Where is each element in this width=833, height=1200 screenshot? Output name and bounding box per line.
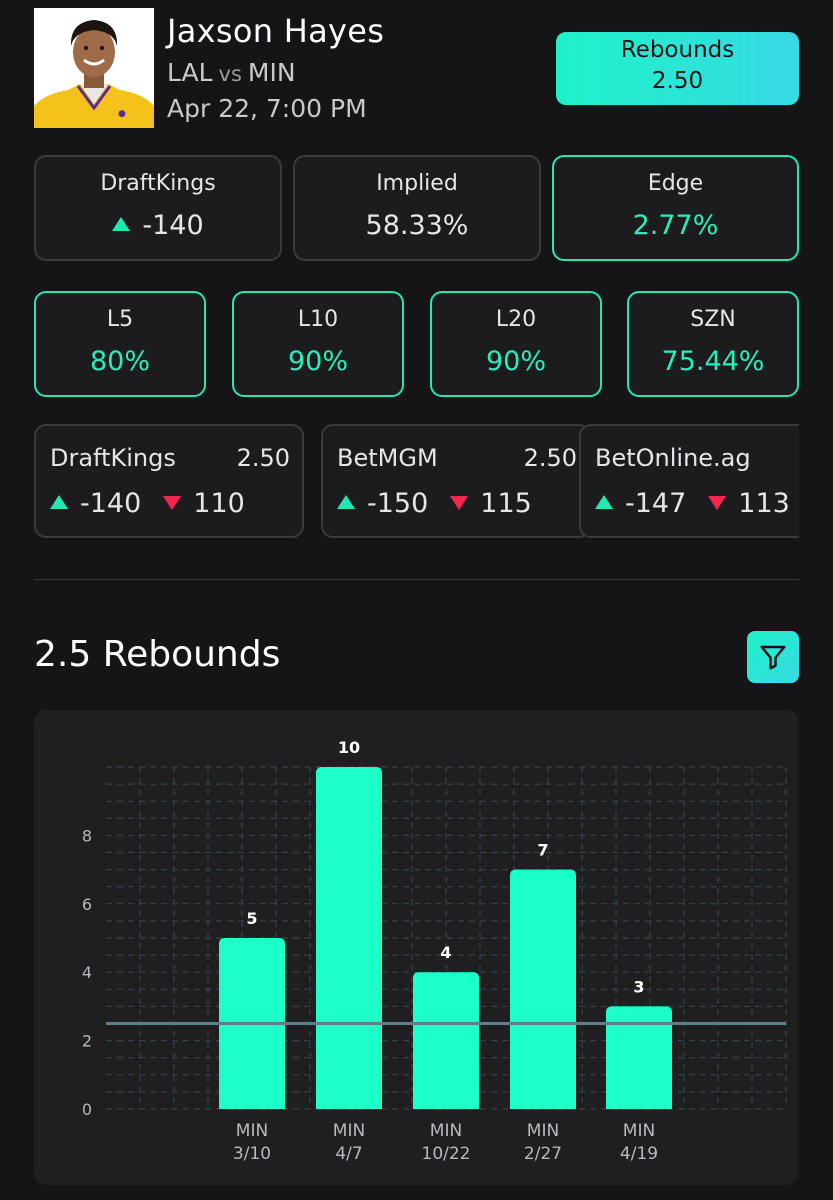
triangle-down-icon bbox=[708, 495, 727, 510]
sportsbook-odds: -147 113 bbox=[595, 488, 790, 519]
hit-rate-l5[interactable]: L5 80% bbox=[34, 291, 206, 397]
hit-rate-value: 90% bbox=[287, 346, 348, 377]
y-tick-label: 8 bbox=[82, 826, 92, 845]
bar bbox=[413, 972, 479, 1109]
card-best-odds[interactable]: DraftKings -140 bbox=[34, 155, 282, 261]
chart-card: 0 2 4 6 8 5 MIN 3/10 10 MIN 4/7 4 MIN 10/22 7 MIN 2/27 3 M… bbox=[34, 710, 799, 1185]
triangle-down-icon bbox=[163, 495, 182, 510]
rebounds-bar-chart: 0 2 4 6 8 5 MIN 3/10 10 MIN 4/7 4 MIN 10/22 7 MIN 2/27 3 M… bbox=[82, 738, 787, 1164]
bar-data-label: 3 bbox=[633, 977, 644, 996]
hit-rate-label: L10 bbox=[297, 307, 339, 332]
hit-rate-value: 80% bbox=[89, 346, 150, 377]
card-value-row: -140 bbox=[36, 210, 280, 241]
under-odds: 110 bbox=[193, 488, 245, 519]
game-time: Apr 22, 7:00 PM bbox=[167, 94, 367, 123]
x-tick-label-opponent: MIN bbox=[527, 1121, 559, 1141]
sportsbook-odds: -150 115 bbox=[337, 488, 532, 519]
y-tick-label: 4 bbox=[82, 963, 92, 982]
triangle-down-icon bbox=[450, 495, 469, 510]
x-tick-label-opponent: MIN bbox=[236, 1121, 268, 1141]
sportsbook-card-betmgm[interactable]: BetMGM 2.50 -150 115 bbox=[321, 424, 591, 538]
card-title: Implied bbox=[376, 171, 458, 196]
card-value: 2.77% bbox=[632, 210, 719, 241]
hit-rate-label: L20 bbox=[495, 307, 537, 332]
triangle-up-icon bbox=[595, 494, 613, 509]
prop-line: 2.50 bbox=[651, 68, 704, 94]
x-tick-label-date: 4/7 bbox=[335, 1144, 362, 1164]
hit-rate-label: SZN bbox=[690, 307, 736, 332]
over-odds: -140 bbox=[80, 488, 142, 519]
x-tick-label-date: 3/10 bbox=[233, 1144, 271, 1164]
x-tick-label-opponent: MIN bbox=[623, 1121, 655, 1141]
prop-market: Rebounds bbox=[620, 37, 735, 63]
card-value: -140 bbox=[142, 210, 204, 241]
hit-rate-l10[interactable]: L10 90% bbox=[232, 291, 404, 397]
bar-data-label: 7 bbox=[537, 841, 548, 860]
sportsbook-name: BetOnline.ag bbox=[595, 444, 751, 472]
vs-label: vs bbox=[218, 62, 242, 86]
triangle-up-icon bbox=[112, 216, 131, 231]
bar bbox=[606, 1006, 672, 1109]
chart-section-title: 2.5 Rebounds bbox=[34, 634, 281, 675]
card-title: DraftKings bbox=[100, 171, 216, 196]
card-edge[interactable]: Edge 2.77% bbox=[552, 155, 799, 261]
bar-data-label: 10 bbox=[338, 738, 360, 757]
opponent-abbr: MIN bbox=[247, 58, 296, 87]
sportsbook-card-betonline[interactable]: BetOnline.ag -147 113 bbox=[579, 424, 799, 538]
section-divider bbox=[34, 579, 799, 580]
sportsbook-name: BetMGM bbox=[337, 444, 438, 472]
svg-text:●: ● bbox=[118, 109, 126, 119]
bar bbox=[316, 767, 382, 1109]
triangle-up-icon bbox=[337, 494, 355, 509]
card-title: Edge bbox=[647, 171, 704, 196]
sportsbook-odds: -140 110 bbox=[50, 488, 245, 519]
hit-rate-value: 90% bbox=[485, 346, 546, 377]
over-odds: -150 bbox=[367, 488, 429, 519]
under-odds: 115 bbox=[480, 488, 532, 519]
bar-data-label: 5 bbox=[246, 909, 257, 928]
under-odds: 113 bbox=[738, 488, 790, 519]
card-implied[interactable]: Implied 58.33% bbox=[293, 155, 541, 261]
bar-data-label: 4 bbox=[440, 943, 451, 962]
sportsbook-card-draftkings[interactable]: DraftKings 2.50 -140 110 bbox=[34, 424, 304, 538]
x-tick-label-date: 2/27 bbox=[524, 1144, 562, 1164]
sportsbook-name: DraftKings bbox=[50, 444, 176, 472]
filter-button[interactable] bbox=[747, 631, 799, 683]
y-tick-label: 0 bbox=[82, 1100, 92, 1119]
sportsbook-carousel[interactable]: DraftKings 2.50 -140 110 BetMGM 2.50 -150… bbox=[34, 424, 799, 540]
x-tick-label-date: 4/19 bbox=[620, 1144, 658, 1164]
triangle-up-icon bbox=[50, 494, 68, 509]
x-tick-label-opponent: MIN bbox=[430, 1121, 462, 1141]
filter-funnel-icon bbox=[760, 645, 786, 670]
over-odds: -147 bbox=[625, 488, 687, 519]
x-tick-label-opponent: MIN bbox=[333, 1121, 365, 1141]
player-header: ● Jaxson Hayes LAL vs MIN Apr 22, 7:00 PM … bbox=[0, 0, 833, 140]
hit-rate-szn[interactable]: SZN 75.44% bbox=[627, 291, 799, 397]
y-tick-label: 6 bbox=[82, 895, 92, 914]
hit-rate-l20[interactable]: L20 90% bbox=[430, 291, 602, 397]
card-value: 58.33% bbox=[365, 210, 469, 241]
sportsbook-line: 2.50 bbox=[523, 444, 577, 472]
x-tick-label-date: 10/22 bbox=[422, 1144, 471, 1164]
team-abbr: LAL bbox=[167, 58, 213, 87]
player-name: Jaxson Hayes bbox=[167, 12, 385, 50]
prop-badge[interactable]: Rebounds 2.50 bbox=[556, 32, 799, 105]
hit-rate-label: L5 bbox=[106, 307, 134, 332]
player-avatar: ● bbox=[34, 8, 154, 128]
hit-rate-value: 75.44% bbox=[661, 346, 765, 377]
matchup: LAL vs MIN bbox=[167, 58, 296, 87]
bar bbox=[510, 869, 576, 1109]
y-tick-label: 2 bbox=[82, 1032, 92, 1051]
sportsbook-line: 2.50 bbox=[236, 444, 290, 472]
